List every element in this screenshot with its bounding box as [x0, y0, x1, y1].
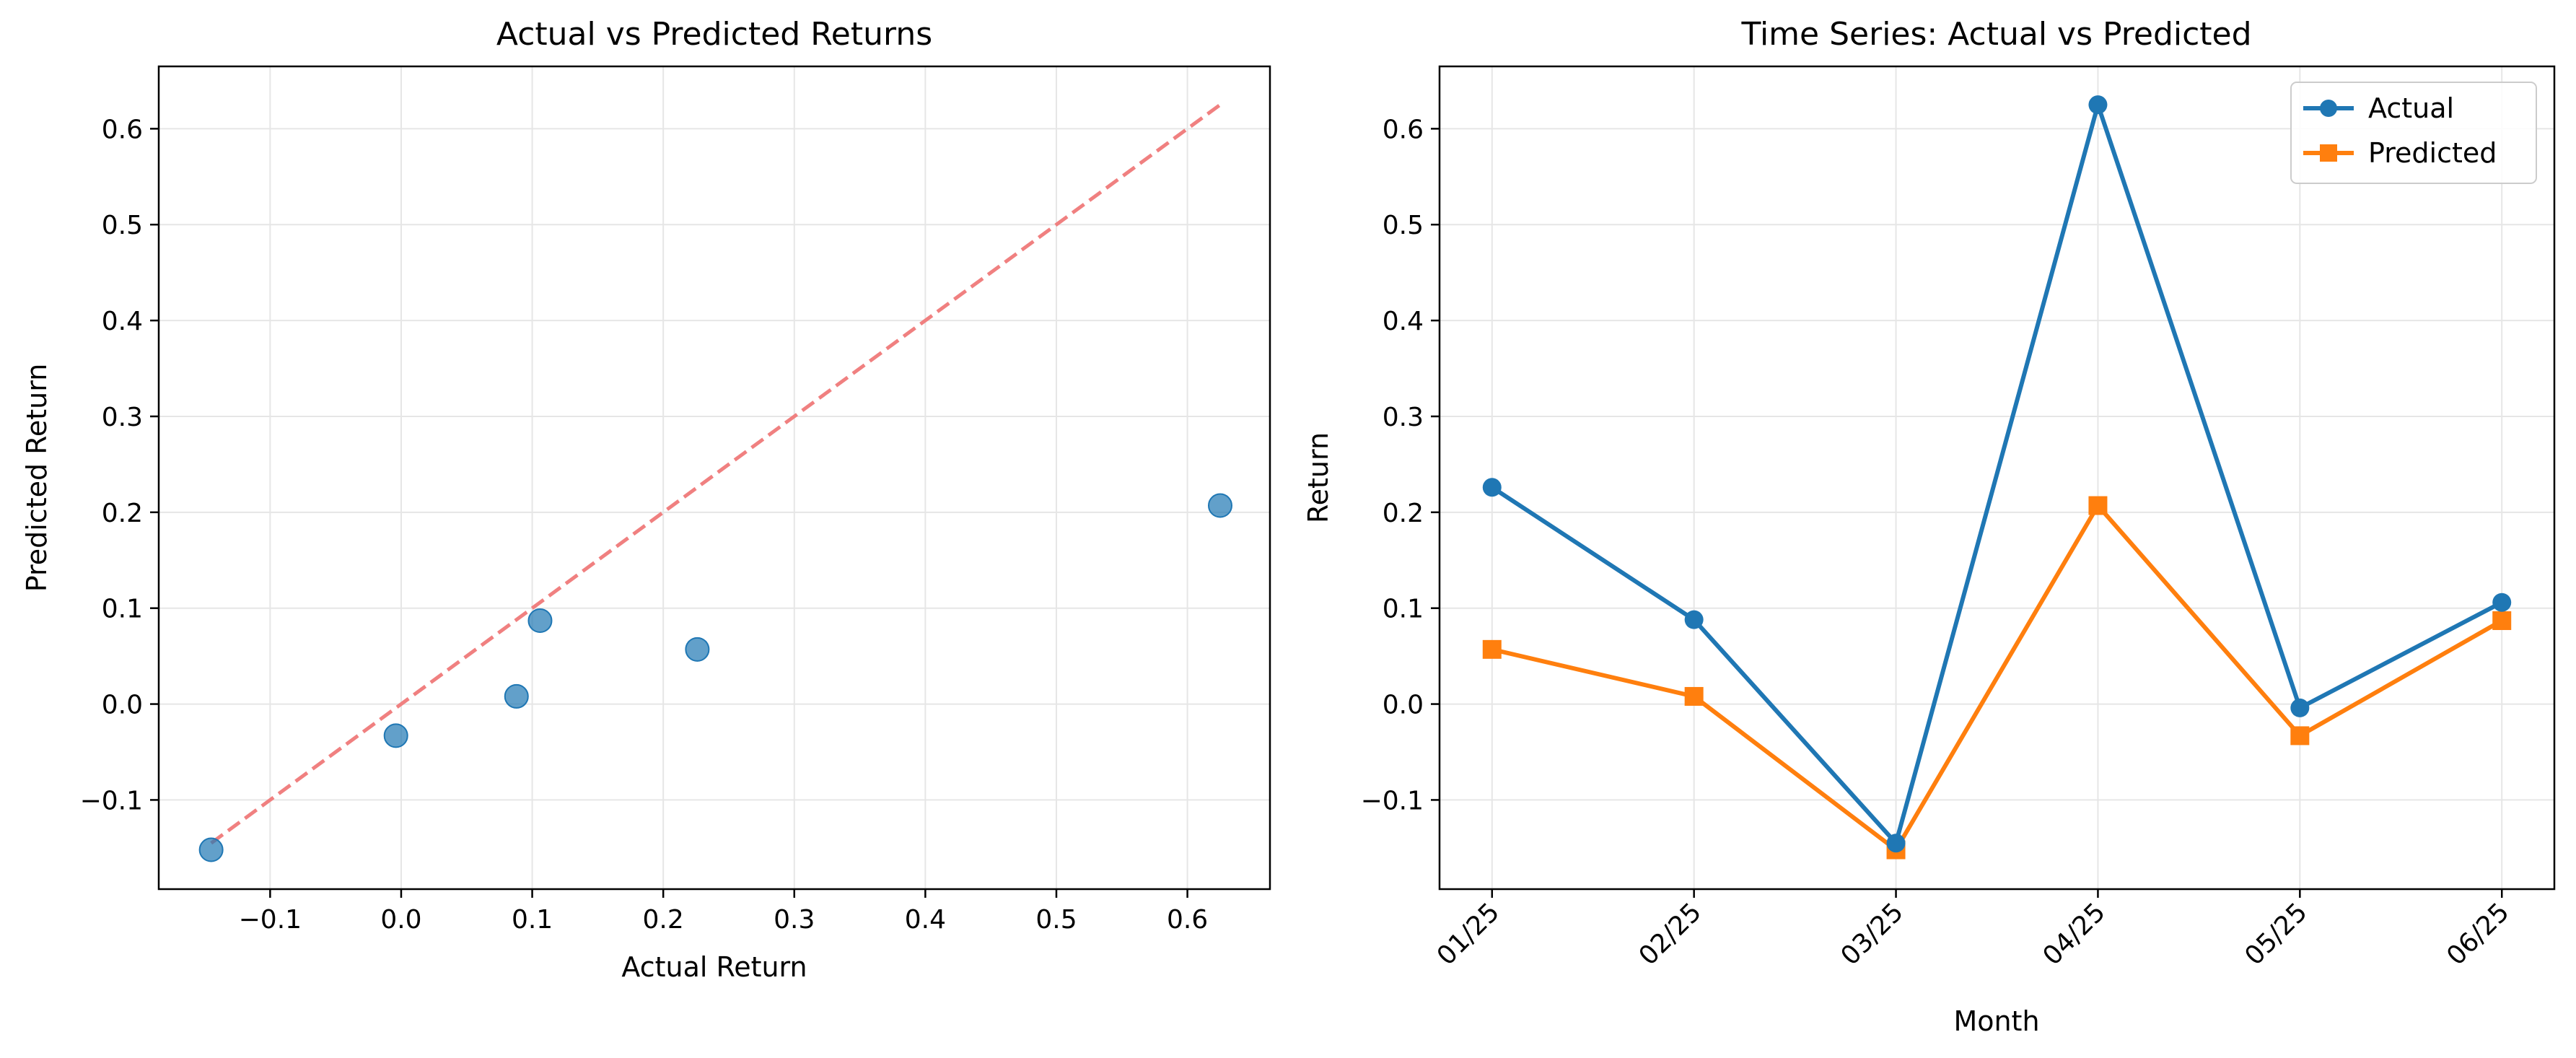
scatter-x-tick-label: −0.1	[239, 905, 302, 935]
timeseries-y-tick-label: 0.1	[1383, 595, 1424, 624]
scatter-x-tick-label: 0.6	[1167, 905, 1208, 935]
timeseries-y-tick-label: 0.5	[1383, 211, 1424, 240]
timeseries-y-tick-label: 0.0	[1383, 691, 1424, 720]
scatter-y-tick-label: −0.1	[80, 786, 143, 816]
scatter-x-tick-label: 0.0	[380, 905, 421, 935]
scatter-y-tick-label: 0.0	[102, 691, 143, 720]
scatter-y-tick-label: 0.5	[102, 211, 143, 240]
scatter-plot-frame	[157, 65, 1271, 891]
series-point-actual	[2088, 95, 2108, 115]
series-point-predicted	[2088, 496, 2108, 515]
legend-actual-label: Actual	[2368, 92, 2454, 124]
scatter-y-tick-label: 0.4	[102, 307, 143, 336]
scatter-point	[504, 683, 529, 709]
scatter-y-ticks: −0.1 0.0 0.1 0.2 0.3 0.4 0.5 0.6	[80, 115, 159, 816]
scatter-point	[1207, 493, 1232, 518]
scatter-point	[383, 723, 408, 748]
scatter-point	[198, 837, 224, 862]
scatter-point	[527, 608, 553, 633]
scatter-x-ticks: −0.1 0.0 0.1 0.2 0.3 0.4 0.5 0.6	[239, 889, 1208, 935]
timeseries-y-tick-label: 0.6	[1383, 115, 1424, 144]
series-point-actual	[1684, 610, 1704, 629]
scatter-x-tick-label: 0.2	[643, 905, 684, 935]
scatter-x-tick-label: 0.4	[905, 905, 946, 935]
scatter-y-tick-label: 0.1	[102, 595, 143, 624]
timeseries-y-axis-label: Return	[1302, 432, 1334, 523]
series-point-predicted	[1684, 686, 1704, 706]
scatter-point	[685, 637, 710, 662]
timeseries-y-tick-label: 0.4	[1383, 307, 1424, 336]
timeseries-plot-frame	[1438, 65, 2556, 891]
timeseries-series	[1482, 95, 2512, 860]
series-point-actual	[2492, 593, 2512, 612]
legend-actual-marker	[2320, 100, 2337, 117]
series-point-actual	[1482, 478, 1502, 497]
scatter-y-tick-label: 0.2	[102, 499, 143, 528]
series-line-predicted	[1491, 503, 2503, 852]
series-point-actual	[2290, 698, 2310, 717]
series-point-predicted	[1482, 639, 1502, 659]
timeseries-y-tick-label: −0.1	[1361, 786, 1424, 816]
timeseries-y-tick-label: 0.2	[1383, 499, 1424, 528]
scatter-y-tick-label: 0.3	[102, 403, 143, 432]
scatter-x-tick-label: 0.5	[1035, 905, 1077, 935]
scatter-x-axis-label: Actual Return	[621, 951, 807, 983]
scatter-y-tick-label: 0.6	[102, 115, 143, 144]
scatter-grid	[159, 66, 1270, 889]
timeseries-y-ticks: −0.1 0.0 0.1 0.2 0.3 0.4 0.5 0.6	[1361, 115, 1440, 816]
scatter-panel: Actual vs Predicted Returns −0.1 0.0 0.1 0.…	[21, 16, 1271, 983]
timeseries-grid	[1440, 66, 2554, 889]
scatter-y-axis-label: Predicted Return	[21, 364, 53, 593]
timeseries-x-axis-label: Month	[1953, 1005, 2039, 1037]
legend-entry-actual: Actual	[2303, 92, 2454, 124]
series-point-actual	[1886, 834, 1906, 853]
scatter-x-tick-label: 0.3	[774, 905, 815, 935]
scatter-points	[198, 493, 1232, 862]
timeseries-y-tick-label: 0.3	[1383, 403, 1424, 432]
legend-entry-predicted: Predicted	[2303, 137, 2497, 169]
legend: Actual Predicted	[2290, 82, 2537, 184]
scatter-x-tick-label: 0.1	[512, 905, 553, 935]
legend-predicted-marker	[2320, 144, 2337, 162]
series-point-predicted	[2492, 611, 2512, 630]
legend-predicted-label: Predicted	[2368, 137, 2497, 169]
series-line-actual	[1491, 102, 2503, 846]
timeseries-title: Time Series: Actual vs Predicted	[1740, 16, 2251, 53]
series-point-predicted	[2290, 726, 2310, 746]
scatter-title: Actual vs Predicted Returns	[496, 16, 932, 53]
